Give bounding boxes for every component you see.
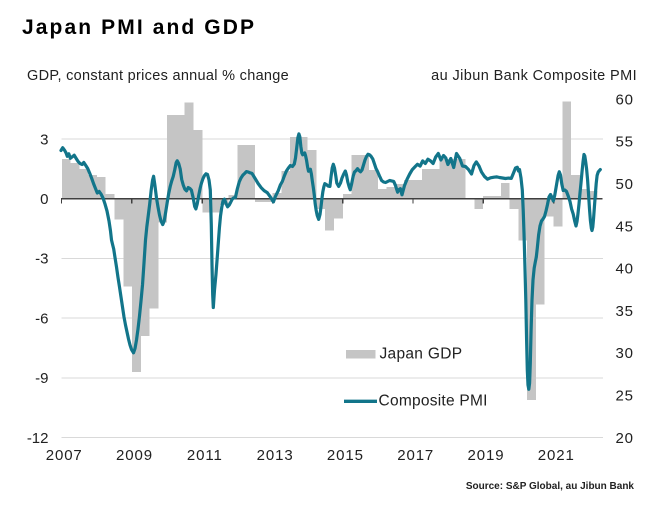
svg-text:30: 30 bbox=[616, 345, 634, 362]
svg-text:-3: -3 bbox=[35, 251, 48, 268]
svg-text:2011: 2011 bbox=[187, 447, 223, 464]
svg-text:2017: 2017 bbox=[397, 447, 434, 464]
svg-text:0: 0 bbox=[40, 191, 48, 208]
svg-text:2007: 2007 bbox=[46, 447, 83, 464]
svg-text:55: 55 bbox=[616, 134, 634, 151]
svg-text:-9: -9 bbox=[35, 370, 48, 387]
svg-text:Composite PMI: Composite PMI bbox=[379, 393, 488, 410]
svg-text:25: 25 bbox=[616, 388, 634, 405]
svg-text:45: 45 bbox=[616, 218, 634, 235]
svg-text:40: 40 bbox=[616, 261, 634, 278]
svg-text:2009: 2009 bbox=[116, 447, 153, 464]
svg-text:50: 50 bbox=[616, 176, 634, 193]
svg-text:2015: 2015 bbox=[327, 447, 364, 464]
svg-text:60: 60 bbox=[616, 91, 634, 108]
svg-text:2021: 2021 bbox=[538, 447, 575, 464]
svg-text:Japan GDP: Japan GDP bbox=[380, 346, 463, 363]
svg-text:2013: 2013 bbox=[257, 447, 294, 464]
svg-text:-12: -12 bbox=[27, 430, 49, 447]
svg-text:2019: 2019 bbox=[468, 447, 505, 464]
svg-text:35: 35 bbox=[616, 303, 634, 320]
svg-text:3: 3 bbox=[40, 131, 48, 148]
svg-text:-6: -6 bbox=[35, 310, 48, 327]
svg-text:20: 20 bbox=[616, 430, 634, 447]
